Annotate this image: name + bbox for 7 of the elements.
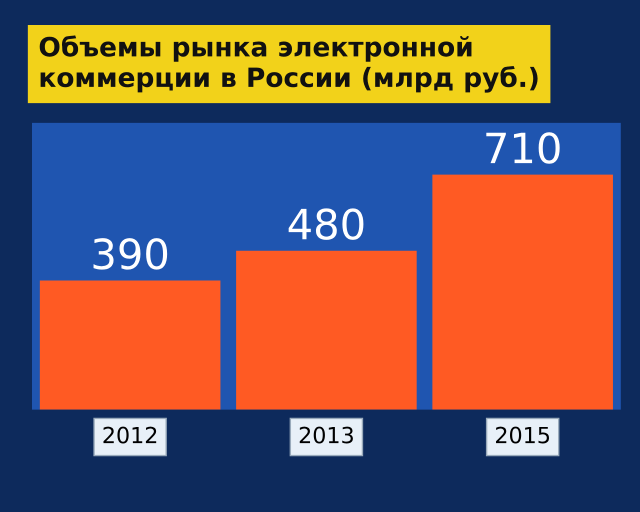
data-label: 390 [94,238,168,270]
x-tick-label: 2015 [496,426,549,444]
chart-title: Объемы рынка электронной коммерции в России (млрд руб.) [40,35,538,93]
x-tick-label: 2012 [103,426,156,444]
data-label: 710 [486,132,560,164]
data-label: 480 [288,208,364,240]
x-tick-label: 2013 [300,426,353,444]
